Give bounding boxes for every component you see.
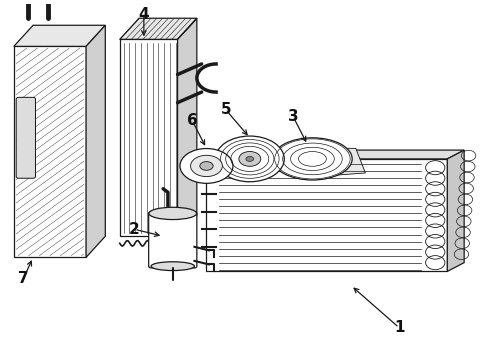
Ellipse shape [200,162,213,170]
Polygon shape [206,159,447,271]
Polygon shape [14,25,105,46]
Polygon shape [206,150,464,159]
Polygon shape [447,150,464,271]
Polygon shape [177,18,197,236]
Text: 5: 5 [220,102,231,117]
Text: 3: 3 [288,109,298,124]
Ellipse shape [239,152,261,166]
Polygon shape [317,148,366,176]
FancyBboxPatch shape [148,212,197,268]
Ellipse shape [149,207,196,220]
Polygon shape [120,18,197,39]
Ellipse shape [273,138,352,180]
Text: 1: 1 [394,320,404,335]
Polygon shape [14,46,86,257]
Ellipse shape [180,149,233,183]
Text: 4: 4 [139,7,149,22]
Ellipse shape [151,262,195,271]
Ellipse shape [246,156,254,161]
Ellipse shape [216,136,284,182]
Text: 6: 6 [187,113,197,128]
Polygon shape [86,25,105,257]
Polygon shape [120,39,177,236]
Ellipse shape [191,155,222,176]
Text: 2: 2 [129,222,140,237]
FancyBboxPatch shape [16,97,35,178]
Text: 7: 7 [18,271,29,286]
